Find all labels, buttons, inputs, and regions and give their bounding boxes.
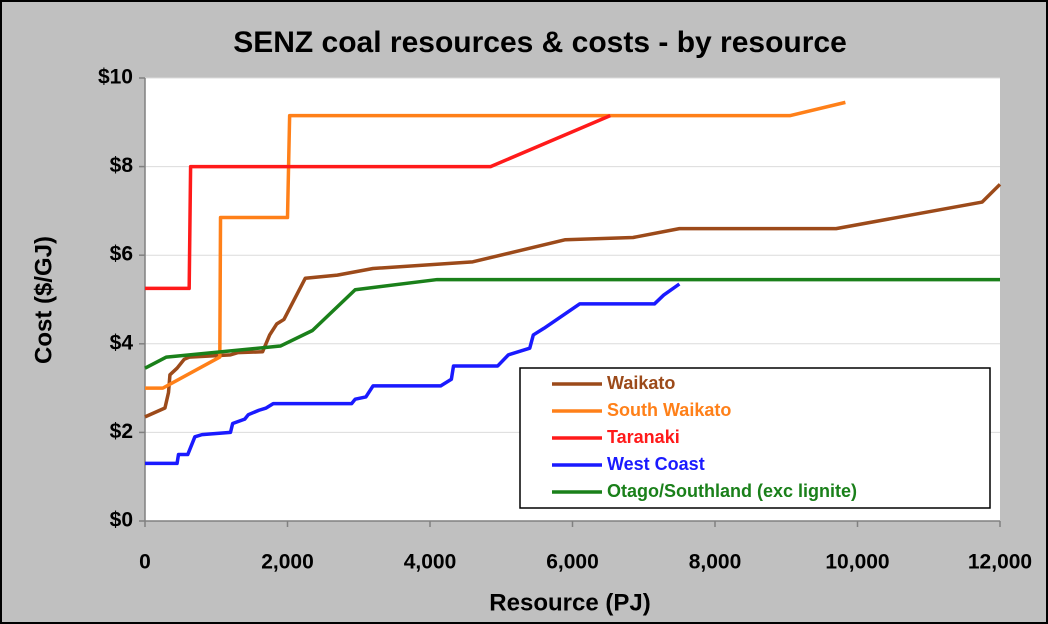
x-tick-label: 12,000 [968, 551, 1032, 574]
legend-label: Otago/Southland (exc lignite) [607, 481, 857, 501]
series-line [145, 114, 611, 291]
y-tick-label: $10 [98, 66, 133, 89]
series-line [144, 277, 1000, 370]
legend-label: Waikato [607, 373, 675, 393]
series-line [144, 183, 1002, 419]
y-tick-label: $8 [110, 154, 134, 177]
x-tick-label: 8,000 [689, 551, 742, 574]
y-tick-label: $6 [110, 243, 133, 266]
series-line [145, 100, 846, 390]
y-tick-label: $0 [110, 509, 133, 532]
y-tick-label: $4 [110, 331, 134, 354]
x-tick-label: 0 [139, 551, 151, 574]
x-axis-label: Resource (PJ) [489, 589, 650, 616]
y-axis-label: Cost ($/GJ) [30, 236, 57, 364]
x-tick-label: 6,000 [546, 551, 599, 574]
x-tick-label: 10,000 [825, 551, 889, 574]
legend-label: South Waikato [607, 400, 731, 420]
chart-title: SENZ coal resources & costs - by resourc… [233, 26, 847, 59]
legend-label: Taranaki [607, 427, 680, 447]
y-tick-label: $2 [110, 420, 133, 443]
legend-label: West Coast [607, 454, 705, 474]
series-line [145, 282, 681, 466]
x-tick-label: 2,000 [261, 551, 314, 574]
x-tick-label: 4,000 [404, 551, 457, 574]
